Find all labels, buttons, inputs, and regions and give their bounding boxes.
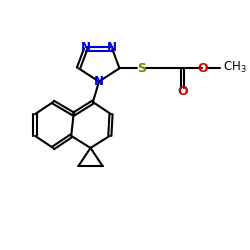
Text: CH$_3$: CH$_3$ bbox=[223, 60, 247, 75]
Text: S: S bbox=[137, 62, 146, 75]
Text: N: N bbox=[94, 75, 104, 88]
Text: O: O bbox=[197, 62, 207, 75]
Text: N: N bbox=[81, 41, 91, 54]
Text: N: N bbox=[107, 41, 117, 54]
Text: O: O bbox=[177, 85, 188, 98]
